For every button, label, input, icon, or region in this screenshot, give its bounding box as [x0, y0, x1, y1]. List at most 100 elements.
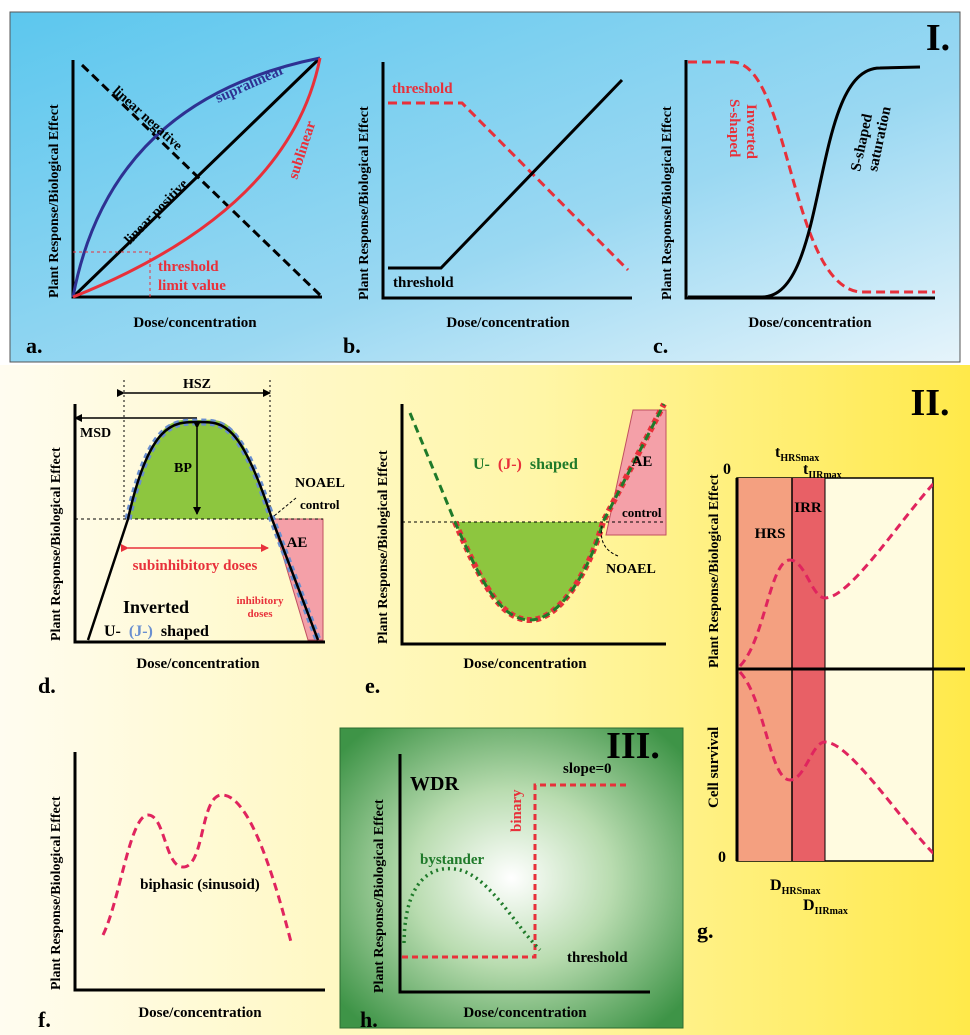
- panel-g-letter: g.: [697, 918, 714, 943]
- panel-c-inverted-s-curve: [688, 60, 935, 294]
- panel-d-shaped: shaped: [161, 623, 209, 640]
- panel-d-inverted-label: Inverted: [123, 597, 189, 617]
- panel-e-j-part: (J-): [498, 456, 522, 473]
- panel-f-axes: [73, 752, 325, 992]
- panel-h: WDR slope=0 binary bystander threshold P…: [360, 754, 650, 1032]
- panel-a-sublinear-curve: [72, 57, 322, 299]
- panel-c: Inverted S-shaped S-shaped saturation Pl…: [653, 60, 935, 358]
- panel-g-t-hrs-main: t: [775, 444, 781, 461]
- panel-d-subinhibitory-label: subinhibitory doses: [133, 558, 258, 574]
- panel-d-letter: d.: [38, 673, 56, 698]
- panel-h-binary-curve: [402, 783, 628, 959]
- panel-e-axes: [400, 404, 666, 646]
- panel-g-zero-top: 0: [723, 461, 731, 478]
- panel-d-u-prefix: U-: [104, 623, 121, 640]
- panel-d-inhibitory-label-1: inhibitory: [236, 595, 284, 607]
- panel-d-axes: [73, 404, 325, 644]
- panel-e-u-prefix: U-: [473, 456, 490, 473]
- panel-h-ylabel: Plant Response/Biological Effect: [372, 799, 387, 993]
- panel-c-axes: [684, 60, 935, 300]
- panel-h-binary-label: binary: [509, 789, 525, 832]
- panel-d-j-part: (J-): [129, 623, 153, 640]
- panel-f-letter: f.: [38, 1007, 51, 1032]
- panel-d-shape-label: U- (J-) shaped: [104, 623, 209, 640]
- panel-h-bystander-label: bystander: [420, 852, 485, 868]
- panel-b-axes: [381, 62, 632, 300]
- panel-d-ae-label: AE: [287, 535, 308, 551]
- panel-e-ylabel: Plant Response/Biological Effect: [376, 450, 391, 644]
- panel-c-letter: c.: [653, 333, 668, 358]
- panel-g-t-iir-sub: IIRmax: [808, 470, 841, 481]
- panel-g-t-iir-label: tIIRmax: [803, 461, 842, 481]
- panel-c-xlabel: Dose/concentration: [748, 315, 872, 331]
- panel-c-inverted-label-2: S-shaped: [726, 99, 742, 158]
- panel-b-ylabel: Plant Response/Biological Effect: [357, 106, 372, 300]
- panel-g-t-iir-main: t: [803, 461, 809, 478]
- section-I-numeral: I.: [926, 17, 950, 59]
- panel-a-linear-positive-line: [71, 56, 322, 299]
- panel-g-irr-label: IRR: [794, 500, 822, 516]
- panel-d-bp-label: BP: [174, 461, 192, 476]
- panel-a-supralinear-curve: [71, 56, 321, 298]
- panel-h-slope-label: slope=0: [563, 761, 612, 777]
- section-III-background: [339, 727, 684, 1029]
- panel-h-wdr-label: WDR: [410, 773, 459, 795]
- panel-g-ylabel-bottom: Cell survival: [706, 727, 722, 808]
- panel-e: U- (J-) shaped AE control NOAEL Plant Re…: [365, 402, 667, 698]
- panel-a-letter: a.: [26, 333, 43, 358]
- panel-b-letter: b.: [343, 333, 361, 358]
- panel-f-biphasic-label: biphasic (sinusoid): [140, 877, 260, 893]
- panel-h-letter: h.: [360, 1007, 378, 1032]
- panel-g-d-iir-label: DIIRmax: [803, 897, 848, 917]
- panel-g-t-hrs-sub: HRSmax: [780, 453, 819, 464]
- panel-e-shaped: shaped: [530, 456, 578, 473]
- panel-b-threshold-red-curve: [388, 101, 630, 272]
- panel-e-xlabel: Dose/concentration: [463, 656, 587, 672]
- panel-b-threshold-red-label: threshold: [392, 81, 453, 97]
- panel-a-ylabel: Plant Response/Biological Effect: [47, 104, 62, 298]
- panel-c-inverted-label-1: Inverted: [743, 104, 759, 160]
- panel-b-threshold-black-curve: [388, 78, 624, 270]
- panel-f-xlabel: Dose/concentration: [138, 1005, 262, 1021]
- panel-h-xlabel: Dose/concentration: [463, 1005, 587, 1021]
- section-II-numeral: II.: [910, 382, 949, 424]
- section-I-background: [9, 11, 961, 363]
- panel-f: biphasic (sinusoid) Plant Response/Biolo…: [38, 752, 325, 1032]
- panel-e-letter: e.: [365, 673, 380, 698]
- panel-g-d-iir-sub: IIRmax: [815, 906, 848, 917]
- panel-d-xlabel: Dose/concentration: [136, 656, 260, 672]
- panel-f-biphasic-curve: [101, 793, 293, 943]
- panel-e-u-curve: [408, 403, 666, 622]
- panel-h-bystander-curve: [402, 866, 542, 952]
- panel-e-shape-label: U- (J-) shaped: [473, 456, 578, 473]
- panel-g-ylabel-top: Plant Response/Biological Effect: [707, 474, 722, 668]
- panel-e-noael-label: NOAEL: [606, 562, 656, 577]
- panel-g-t-hrs-label: tHRSmax: [775, 444, 819, 464]
- panel-d-ylabel: Plant Response/Biological Effect: [49, 447, 64, 641]
- panel-d-inhibitory-label-2: doses: [247, 608, 273, 620]
- section-III-numeral: III.: [606, 725, 660, 767]
- panel-g-d-hrs-label: DHRSmax: [770, 877, 820, 897]
- panel-b-threshold-black-label: threshold: [393, 275, 454, 291]
- panel-g: tHRSmax tIIRmax 0 0 HRS IRR DHRSmax DIIR…: [697, 444, 965, 943]
- panel-h-threshold-label: threshold: [567, 950, 628, 966]
- panel-g-hrs-label: HRS: [755, 526, 786, 542]
- panel-e-control-label: control: [622, 505, 662, 520]
- panel-g-top-curve: [738, 481, 933, 668]
- panel-b-xlabel: Dose/concentration: [446, 315, 570, 331]
- panel-d-noael-label: NOAEL: [295, 476, 345, 491]
- panel-e-ae-label: AE: [632, 454, 653, 470]
- panel-f-ylabel: Plant Response/Biological Effect: [49, 796, 64, 990]
- panel-c-ylabel: Plant Response/Biological Effect: [660, 106, 675, 300]
- panel-g-zero-bottom: 0: [718, 849, 726, 866]
- panel-b: threshold threshold Plant Response/Biolo…: [343, 62, 632, 358]
- panel-g-d-hrs-sub: HRSmax: [782, 886, 821, 897]
- panel-d-hsz-label: HSZ: [183, 377, 211, 392]
- panel-d-control-label: control: [300, 497, 340, 512]
- panel-a-xlabel: Dose/concentration: [133, 315, 257, 331]
- panel-c-s-shaped-curve: [688, 65, 921, 299]
- panel-g-d-iir-main: D: [803, 897, 815, 914]
- panel-g-d-hrs-main: D: [770, 877, 782, 894]
- panel-d-msd-label: MSD: [80, 426, 111, 441]
